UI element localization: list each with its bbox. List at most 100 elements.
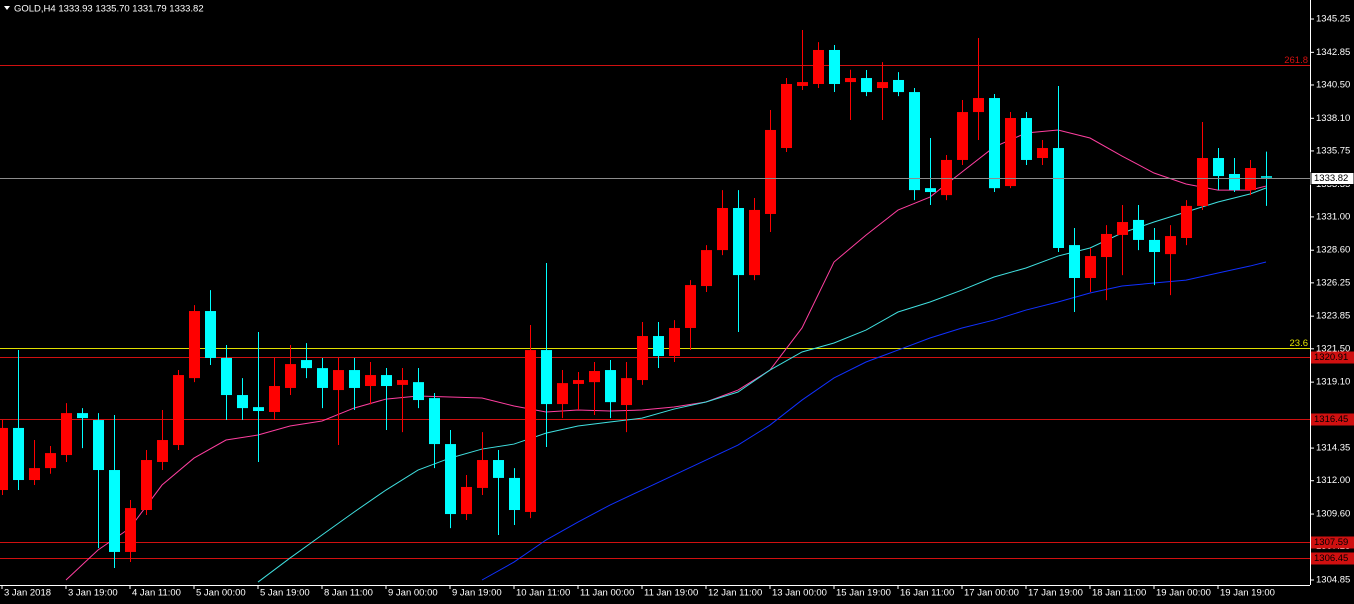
candle-body (365, 375, 376, 387)
x-tick-label: 18 Jan 11:00 (1092, 588, 1146, 599)
candle-body (1069, 245, 1080, 278)
candle-body (1197, 158, 1208, 206)
y-tick-label: 1304.85 (1316, 575, 1350, 586)
price-level-label: 1316.45 (1314, 414, 1348, 425)
candle-body (669, 327, 680, 357)
plot-area: 261.8 23.6 (0, 29, 1310, 583)
x-tick-label: 11 Jan 19:00 (644, 588, 698, 599)
y-tick-label: 1321.50 (1316, 343, 1350, 354)
candle-body (813, 49, 824, 85)
price-level-box (1311, 351, 1354, 364)
candle-body (717, 208, 728, 251)
candle-body (861, 78, 872, 93)
candle-body (189, 311, 200, 379)
candle-body (125, 508, 136, 552)
price-level-label: 1320.91 (1314, 352, 1348, 363)
candle-body (1165, 236, 1176, 255)
candle-body (1117, 222, 1128, 235)
price-level-label: 1307.59 (1314, 537, 1348, 548)
x-tick-label: 9 Jan 19:00 (452, 588, 502, 599)
price-level-label: 1306.45 (1314, 553, 1348, 564)
candle-body (141, 460, 152, 511)
y-tick-label: 1309.60 (1316, 509, 1350, 520)
candle-body (989, 98, 1000, 189)
candle-body (173, 375, 184, 446)
fibo-label: 23.6 (1290, 338, 1309, 349)
y-tick-label: 1326.25 (1316, 277, 1350, 288)
candle-body (925, 188, 936, 193)
candle-body (877, 82, 888, 89)
x-tick-label: 17 Jan 19:00 (1028, 588, 1083, 599)
candle-body (1101, 233, 1112, 258)
x-tick-label: 3 Jan 2018 (4, 588, 51, 599)
candle-body (1021, 118, 1032, 160)
x-tick-label: 19 Jan 00:00 (1156, 588, 1211, 599)
menu-triangle[interactable] (4, 6, 10, 10)
x-tick-label: 5 Jan 19:00 (260, 588, 310, 599)
x-tick-label: 19 Jan 19:00 (1220, 588, 1275, 599)
y-tick-label: 1319.10 (1316, 377, 1350, 388)
candle-body (797, 82, 808, 86)
x-tick-label: 3 Jan 19:00 (68, 588, 118, 599)
candle-body (61, 413, 72, 456)
candle-body (909, 92, 920, 191)
candle-body (333, 370, 344, 391)
price-level-box (1311, 413, 1354, 426)
chart-title: GOLD,H4 1333.93 1335.70 1331.79 1333.82 (14, 4, 204, 15)
candle-body (1037, 148, 1048, 159)
x-tick-label: 16 Jan 11:00 (900, 588, 954, 599)
candle-body (1053, 148, 1064, 248)
candle-body (1085, 256, 1096, 278)
candle-body (221, 357, 232, 396)
candle-body (541, 350, 552, 405)
candle-body (413, 382, 424, 401)
y-tick-label: 1331.00 (1316, 211, 1350, 222)
candle-body (1181, 205, 1192, 238)
candle-body (941, 159, 952, 196)
candle-body (685, 285, 696, 328)
x-tick-label: 9 Jan 00:00 (388, 588, 438, 599)
candle-body (525, 350, 536, 512)
candle-body (397, 380, 408, 385)
y-tick-label: 1342.85 (1316, 47, 1350, 58)
candle-body (589, 371, 600, 383)
candle-body (29, 468, 40, 481)
candle-body (109, 470, 120, 552)
candle-body (77, 413, 88, 419)
moving-average (481, 261, 1267, 581)
candle-body (301, 360, 312, 369)
candle-body (493, 460, 504, 478)
candle-body (45, 453, 56, 469)
x-tick-label: 8 Jan 11:00 (324, 588, 373, 599)
y-tick-label: 1314.35 (1316, 443, 1350, 454)
price-level-box (1311, 536, 1354, 549)
candle-body (749, 209, 760, 276)
y-tick-label: 1340.50 (1316, 79, 1350, 90)
bid-box (1310, 172, 1354, 185)
moving-average (65, 129, 1267, 581)
price-level-box (1311, 552, 1354, 565)
candle-body (1229, 173, 1240, 191)
y-tick-label: 1345.25 (1316, 14, 1350, 25)
fibo-label: 261.8 (1284, 55, 1308, 66)
x-tick-label: 11 Jan 00:00 (580, 588, 634, 599)
candle-body (1261, 176, 1272, 178)
candle-body (13, 427, 24, 481)
y-tick-label: 1323.85 (1316, 311, 1350, 322)
candle-body (157, 440, 168, 462)
candle-body (205, 311, 216, 358)
candle-body (973, 98, 984, 113)
candle-body (701, 250, 712, 287)
candle-body (237, 395, 248, 409)
candle-body (765, 129, 776, 214)
candle-body (1213, 158, 1224, 177)
x-tick-label: 13 Jan 00:00 (772, 588, 827, 599)
y-tick-label: 1328.60 (1316, 245, 1350, 256)
candle-body (1149, 239, 1160, 253)
candle-body (893, 79, 904, 93)
bid-label: 1333.82 (1314, 173, 1348, 184)
candle-body (381, 375, 392, 387)
candle-body (317, 368, 328, 388)
